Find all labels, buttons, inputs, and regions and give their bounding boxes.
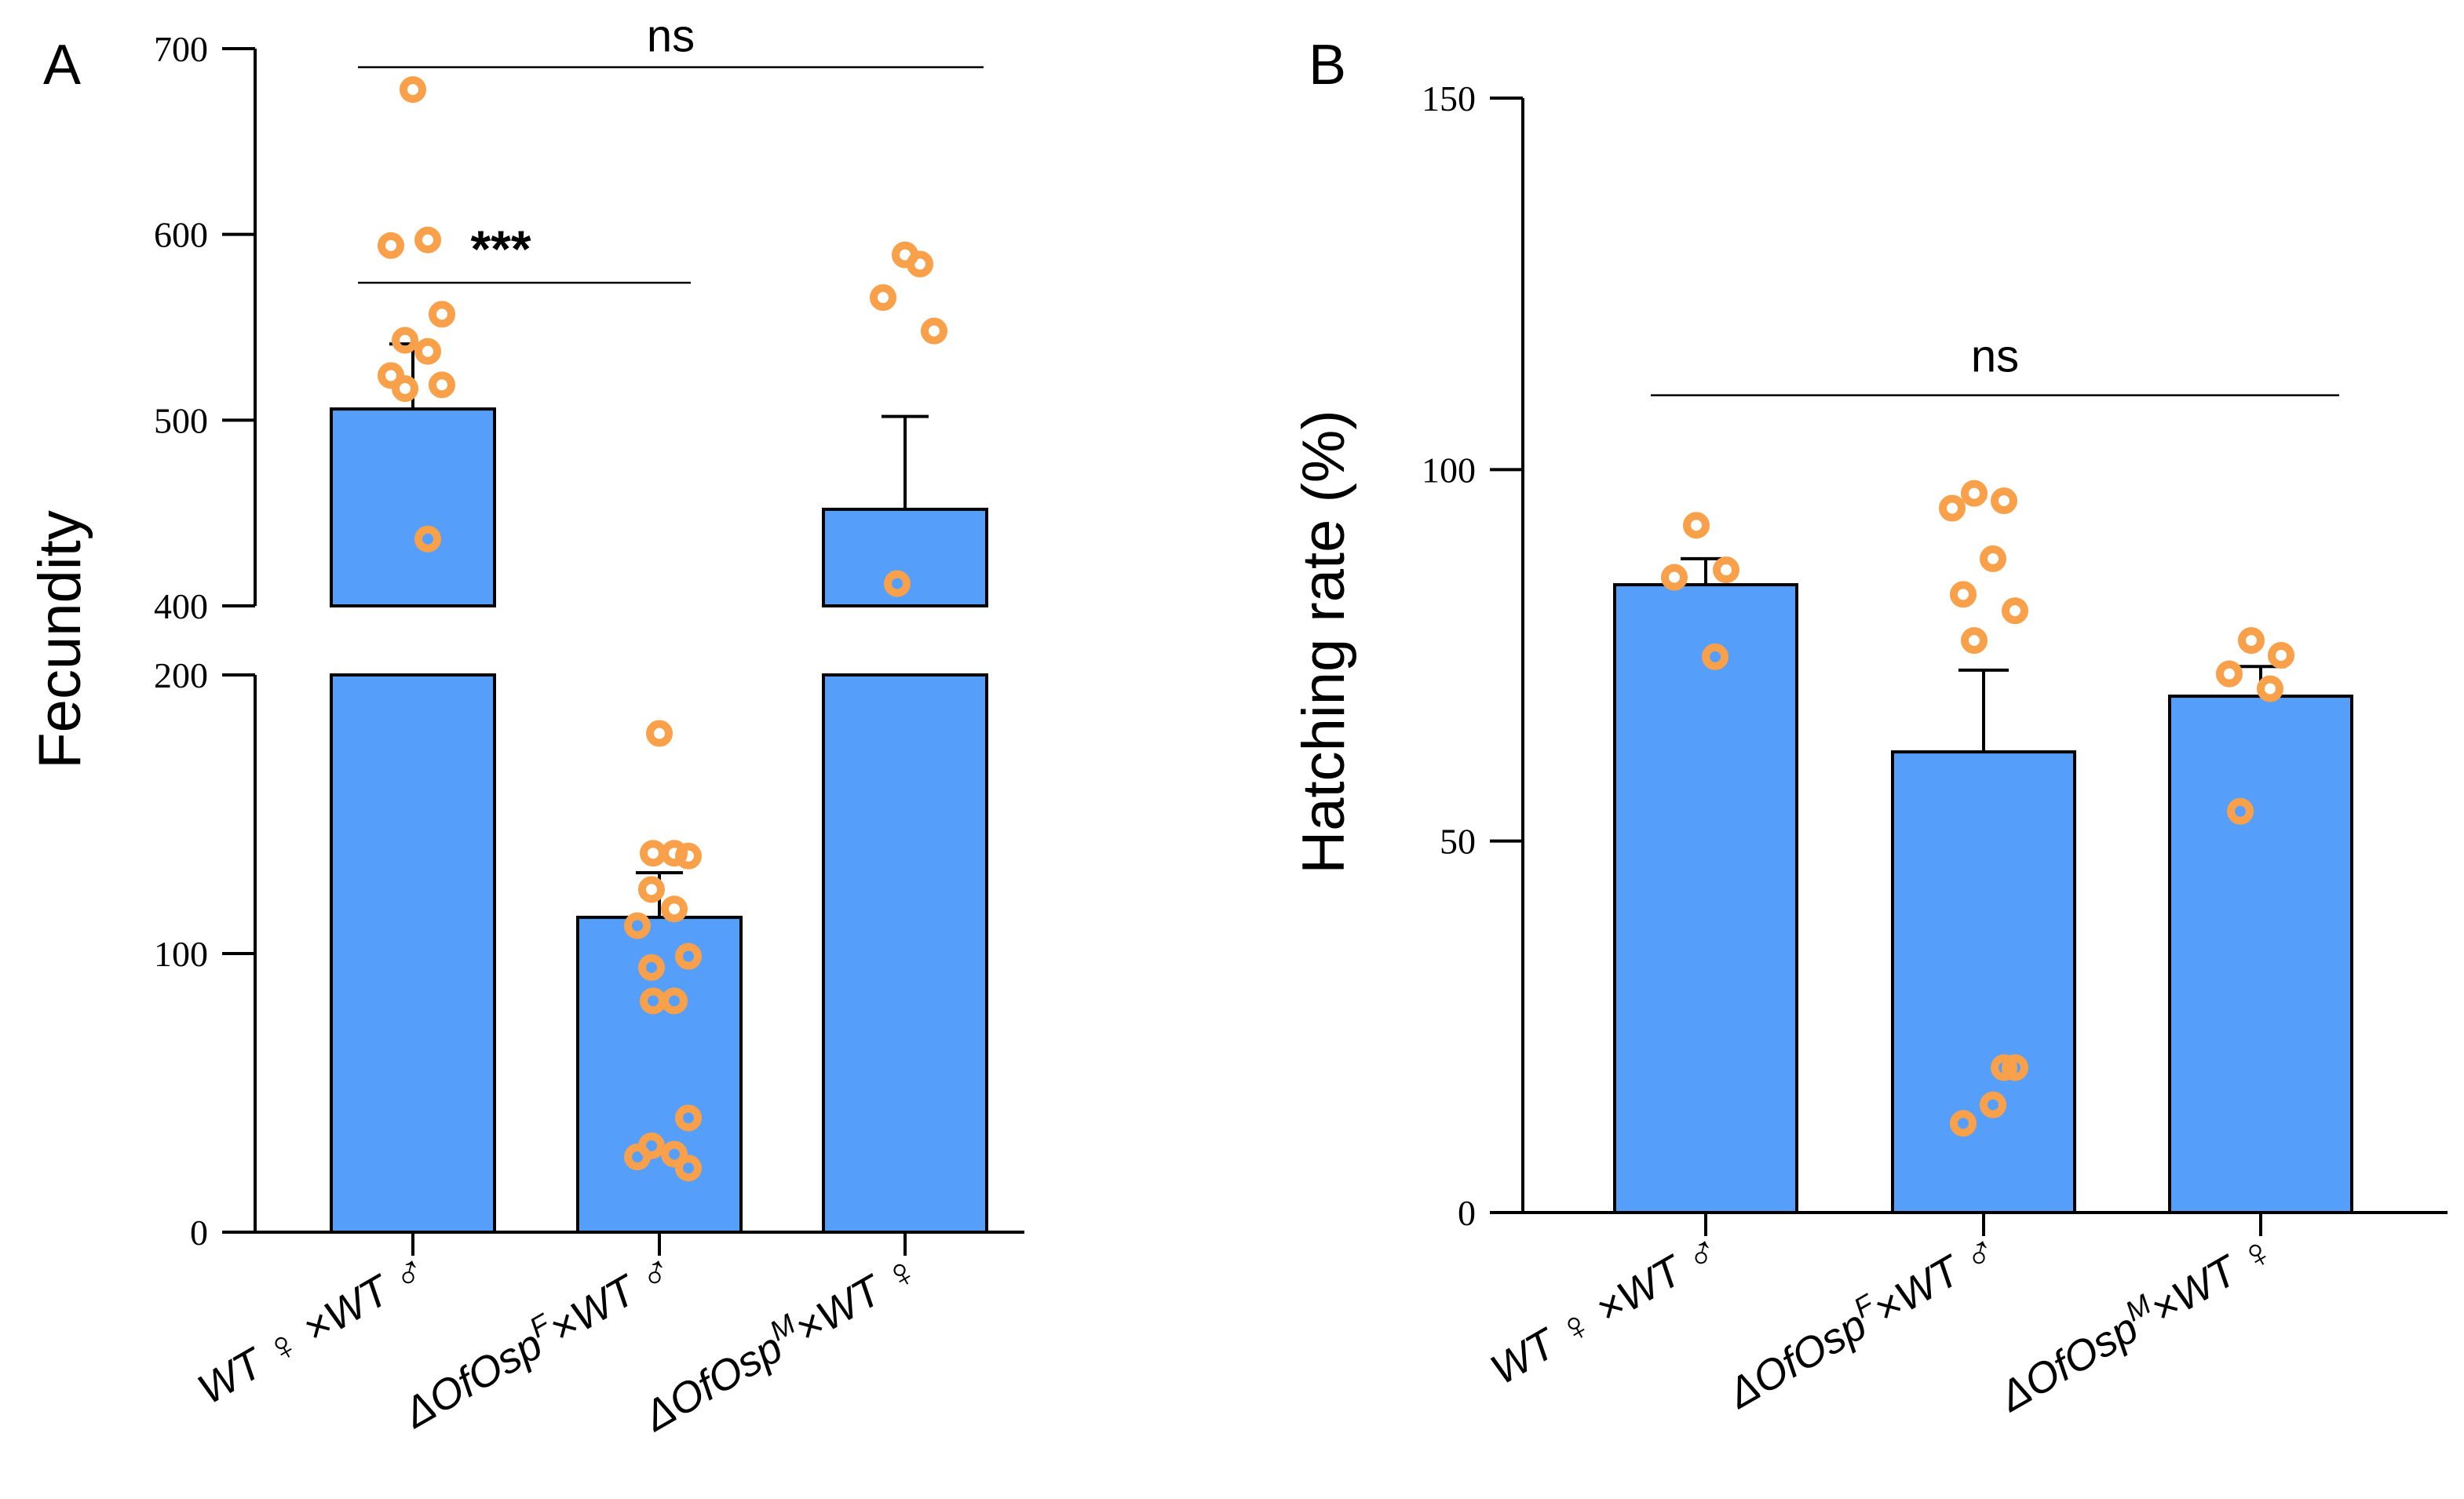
panel-a-data-point (661, 1140, 688, 1168)
panel-a-data-point (429, 301, 455, 328)
panel-a-data-point (675, 943, 702, 970)
panel-a-data-point (675, 1154, 702, 1182)
panel-b-data-point (2216, 660, 2243, 687)
panel-a-data-point (378, 232, 404, 259)
panel-a-data-point (675, 842, 702, 870)
panel-a-data-point (921, 317, 947, 345)
panel-a-y-tick-label: 700 (154, 29, 208, 69)
panel-a-y-tick-label: 0 (190, 1213, 208, 1253)
panel-b-letter: B (1309, 34, 1346, 97)
panel-b-data-point (1961, 480, 1988, 507)
panel-a-significance-label-1: *** (470, 220, 531, 278)
panel-b-y-tick-label: 50 (1440, 822, 1476, 862)
panel-a-data-point (907, 250, 933, 278)
panel-b-y-axis-label: Hatching rate (%) (1290, 410, 1357, 874)
panel-a-data-point (638, 954, 665, 981)
panel-a-bar-upper-0 (330, 407, 496, 608)
panel-b-x-tick-label-2: ΔOfOspM×WT ♀ (1988, 1220, 2283, 1421)
panel-a-data-point (870, 284, 896, 312)
panel-a-y-tick-label: 600 (154, 215, 208, 255)
panel-a-bar-lower-0 (330, 673, 496, 1234)
panel-a-y-axis-label: Fecundity (27, 510, 93, 769)
panel-a-y-tick-label: 400 (154, 586, 208, 626)
panel-b-data-point (1702, 643, 1728, 670)
panel-b-data-point (1713, 556, 1739, 584)
panel-a-x-tick-label-2: ΔOfOspM×WT ♀ (632, 1240, 927, 1441)
panel-a-data-point (378, 362, 404, 389)
panel-b-bar-2 (2168, 695, 2353, 1214)
panel-a-letter: A (43, 34, 81, 97)
panel-b-data-point (1950, 1110, 1977, 1137)
panel-a-y-tick-label: 100 (154, 934, 208, 974)
panel-b-data-point (1950, 581, 1977, 608)
panel-b-data-point (2002, 1054, 2028, 1081)
panel-a-data-point (640, 987, 666, 1015)
panel-a-data-point (429, 371, 455, 399)
panel-a-data-point (400, 76, 426, 104)
panel-b-bar-0 (1613, 583, 1798, 1214)
panel-b-x-tick-label-0: WT ♀ ×WT ♂ (1483, 1225, 1728, 1394)
panel-a-data-point (414, 226, 441, 253)
panel-b-data-point (2257, 675, 2283, 702)
panel-a-y-tick-label: 200 (154, 655, 208, 695)
panel-a-significance-label-0: ns (647, 11, 695, 62)
panel-b-y-tick-label: 150 (1422, 78, 1476, 119)
panel-a-data-point (661, 895, 688, 923)
panel-b-data-point (2238, 627, 2265, 655)
panel-a-chart: 400 500 600 700 0 100 200 WT ♀ ×WT ♂ΔOfOspF×WT … (154, 11, 1024, 1441)
panel-b-data-point (1661, 563, 1688, 591)
panel-a-axis-break-gap (328, 607, 498, 673)
panel-a-data-point (414, 337, 441, 365)
panel-a-data-point (414, 525, 441, 553)
panel-b-chart: 0 50 100 150 WT ♀ ×WT ♂ΔOfOspF×WT ♂ΔOfOspM×W… (1422, 78, 2448, 1421)
panel-a-data-point (624, 1143, 651, 1171)
panel-a-data-point (646, 720, 673, 747)
panel-b-data-point (1991, 487, 2017, 515)
panel-a-data-point (392, 375, 418, 403)
panel-a-data-point (884, 570, 911, 597)
panel-b-significance-label-0: ns (1971, 331, 2019, 382)
panel-b-y-tick-label: 100 (1422, 450, 1476, 490)
panel-a-axis-break-gap (820, 607, 990, 673)
panel-b-data-point (1961, 627, 1988, 655)
panel-a-x-tick-label-0: WT ♀ ×WT ♂ (190, 1245, 435, 1413)
panel-a-data-point (675, 1104, 702, 1132)
panel-b-data-point (1683, 512, 1710, 539)
panel-a-data-point (640, 840, 666, 867)
panel-b-x-tick-label-1: ΔOfOspF×WT ♂ (1716, 1220, 2006, 1418)
panel-a-y-tick-label: 500 (154, 400, 208, 440)
panel-b-data-point (1980, 545, 2006, 572)
panel-a-bar-lower-2 (822, 673, 988, 1234)
panel-b-data-point (2268, 642, 2294, 669)
panel-b-bar-1 (1891, 750, 2076, 1214)
panel-b-y-tick-label: 0 (1458, 1193, 1476, 1233)
panel-b-data-point (1991, 1054, 2017, 1081)
panel-b-data-point (2002, 597, 2028, 625)
panel-a-data-point (638, 876, 665, 903)
panel-a-x-tick-label-1: ΔOfOspF×WT ♂ (392, 1240, 681, 1438)
panel-b-data-point (1939, 494, 1966, 522)
panel-a-data-point (624, 912, 651, 939)
panel-b-data-point (1980, 1091, 2006, 1118)
panel-a-data-point (392, 326, 418, 354)
panel-b-data-point (2227, 797, 2254, 825)
